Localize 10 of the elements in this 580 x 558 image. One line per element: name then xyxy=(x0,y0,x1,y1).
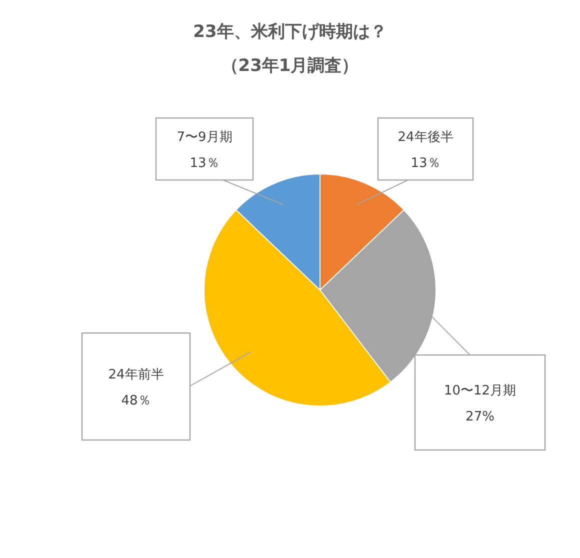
chart-subtitle: （23年1月調査） xyxy=(220,55,360,77)
slice-label: 10〜12月期 xyxy=(444,384,516,398)
slice-label: 24年後半 xyxy=(398,130,454,145)
data-label: 48％ xyxy=(121,394,151,408)
data-label: 13％ xyxy=(190,156,220,171)
slice-label: 24年前半 xyxy=(108,368,164,382)
data-label: 13％ xyxy=(410,156,440,171)
chart-title: 23年、米利下げ時期は？ xyxy=(192,21,388,43)
data-label: 27% xyxy=(466,410,494,424)
slice-label: 7〜9月期 xyxy=(176,130,232,145)
